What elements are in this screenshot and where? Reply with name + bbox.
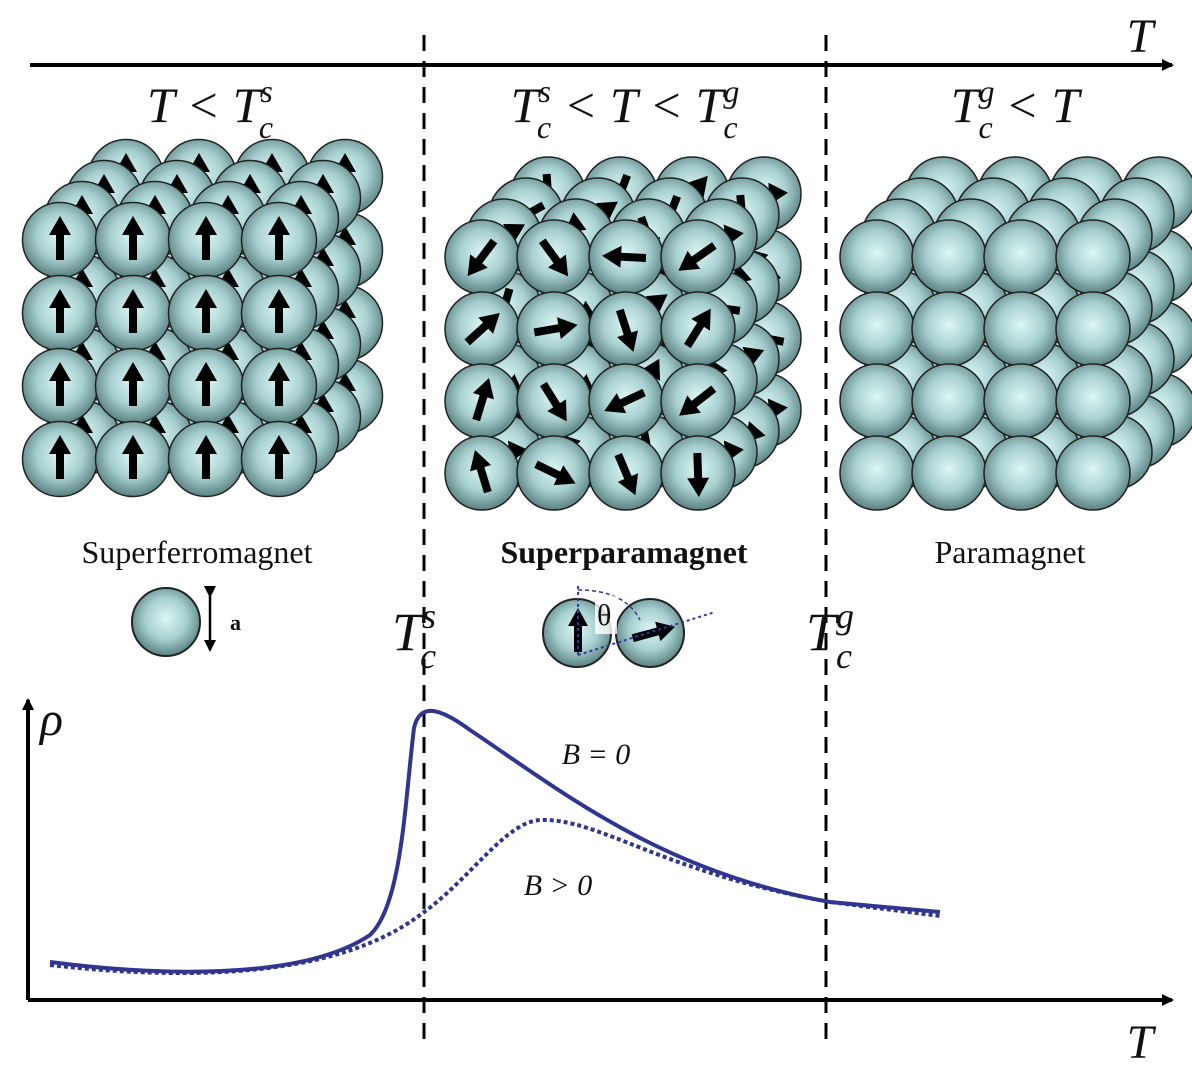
spin-arrow	[268, 362, 290, 406]
spin-arrow	[49, 435, 71, 479]
particle	[911, 435, 987, 511]
particle	[911, 219, 987, 295]
spin-arrow	[687, 452, 710, 497]
spin-arrow	[467, 238, 498, 277]
region-condition: T < Ts c	[147, 73, 273, 145]
angle-arc	[577, 589, 641, 621]
spin-arrow	[540, 381, 567, 422]
angle-bg	[595, 596, 617, 634]
spin-arrow	[195, 216, 217, 260]
region-name: Superferromagnet	[81, 534, 312, 570]
axis-label: T	[1127, 10, 1157, 63]
spin-arrow	[268, 435, 290, 479]
spin-arrow	[464, 312, 500, 346]
angle-label: θ	[597, 599, 611, 632]
particle	[1055, 435, 1131, 511]
region-name: Paramagnet	[934, 534, 1085, 570]
spin-arrow	[49, 362, 71, 406]
spin-arrow	[679, 385, 717, 416]
particle	[911, 363, 987, 439]
particle	[983, 363, 1059, 439]
spin-arrow	[614, 453, 639, 496]
particle	[983, 219, 1059, 295]
region-name: Superparamagnet	[500, 534, 747, 570]
particle	[131, 587, 201, 657]
spin-arrow	[472, 378, 494, 422]
spin-arrow	[684, 308, 711, 349]
x-axis-label: T	[1127, 1016, 1157, 1069]
spin-arrow	[195, 362, 217, 406]
spin-arrow	[49, 216, 71, 260]
spin-arrow	[122, 289, 144, 333]
curve-label: B = 0	[562, 738, 631, 771]
spin-arrow	[268, 216, 290, 260]
particle	[1055, 363, 1131, 439]
spin-arrow	[49, 289, 71, 333]
region-condition: Ts c < T < Tg c	[511, 73, 740, 145]
spin-arrow	[122, 435, 144, 479]
spin-arrow	[470, 450, 492, 494]
curve-field	[49, 817, 941, 976]
size-label: a	[230, 610, 241, 635]
transition-label: Tg c	[806, 596, 854, 676]
particle	[839, 219, 915, 295]
spin-arrow	[539, 238, 569, 277]
particle	[911, 291, 987, 367]
spin-arrow	[533, 317, 578, 339]
spin-arrow	[534, 460, 576, 486]
spin-arrow	[604, 388, 646, 414]
spin-arrow	[195, 435, 217, 479]
spin-arrow	[602, 245, 647, 268]
spin-arrow	[195, 289, 217, 333]
spin-arrow	[678, 242, 717, 271]
curve-label: B > 0	[524, 869, 593, 902]
spin-arrow	[122, 216, 144, 260]
spin-arrow	[268, 289, 290, 333]
particle-lattices	[21, 138, 1192, 511]
transition-label: Ts c	[392, 596, 436, 676]
y-axis-label: ρ	[38, 693, 63, 746]
particle	[839, 435, 915, 511]
particle	[1055, 219, 1131, 295]
particle	[839, 291, 915, 367]
spin-arrow	[616, 308, 639, 352]
curve-zero-field	[49, 709, 941, 974]
spin-arrow	[122, 362, 144, 406]
particle	[983, 291, 1059, 367]
particle	[983, 435, 1059, 511]
particle	[839, 363, 915, 439]
region-condition: Tg c < T	[951, 73, 1083, 145]
particle	[1055, 291, 1131, 367]
